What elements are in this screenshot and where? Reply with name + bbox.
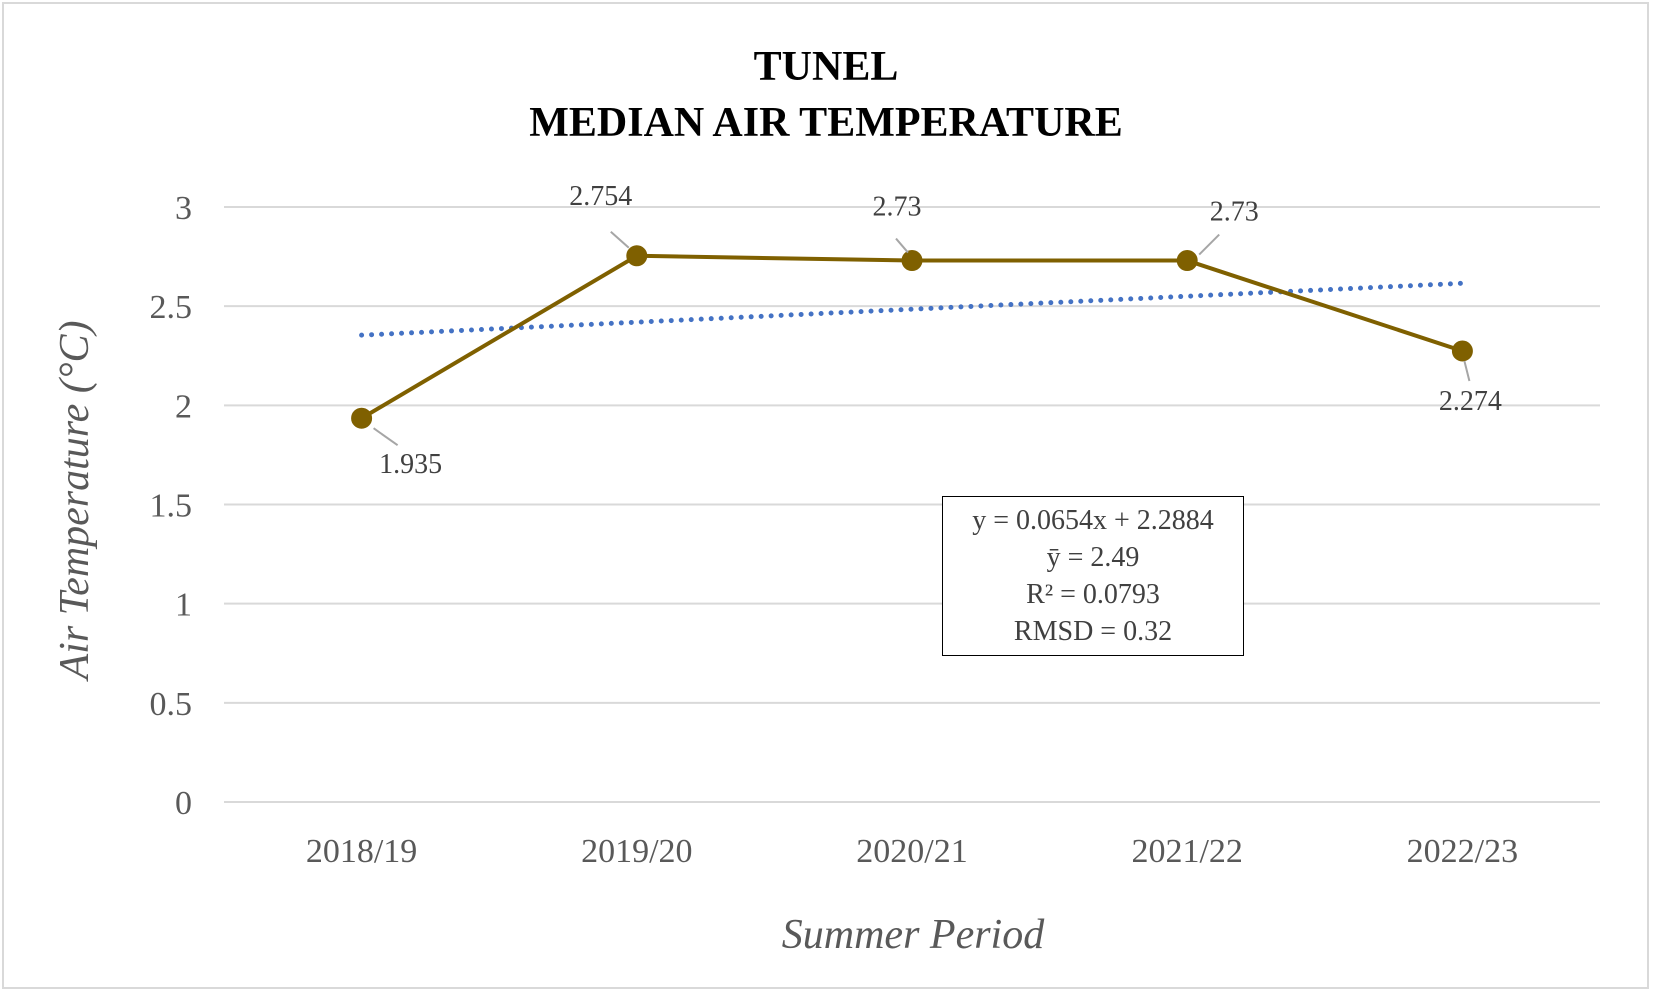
data-point-1 — [626, 245, 648, 267]
series-line — [351, 245, 1473, 429]
data-label-2: 2.73 — [873, 192, 922, 223]
mean-text: ȳ = 2.49 — [1046, 542, 1140, 573]
leader-line-1 — [610, 231, 630, 249]
y-tick-label-6: 3 — [175, 190, 192, 227]
y-tick-label-5: 2.5 — [150, 289, 193, 326]
series-line-path — [360, 253, 1464, 420]
data-label-leaders — [373, 231, 1471, 447]
x-tick-label-1: 2019/20 — [581, 833, 692, 870]
x-axis-ticks: 2018/19 2019/20 2020/21 2021/22 2022/23 — [306, 833, 1518, 870]
data-point-4 — [1451, 340, 1473, 362]
chart-title-line-2: MEDIAN AIR TEMPERATURE — [529, 100, 1123, 146]
trendline — [359, 280, 1465, 338]
data-label-1: 2.754 — [569, 181, 632, 212]
leader-line-0 — [373, 427, 399, 447]
r-squared-text: R² = 0.0793 — [1026, 579, 1160, 610]
y-tick-label-3: 1.5 — [150, 488, 193, 525]
data-label-0: 1.935 — [379, 449, 442, 480]
y-tick-label-0: 0 — [175, 785, 192, 822]
y-tick-label-2: 1 — [175, 587, 192, 624]
leader-line-2 — [895, 237, 909, 254]
y-tick-label-1: 0.5 — [150, 686, 193, 723]
gridlines — [224, 206, 1600, 803]
x-axis-title: Summer Period — [782, 912, 1045, 958]
data-label-4: 2.274 — [1439, 386, 1502, 417]
leader-line-4 — [1463, 360, 1471, 382]
regression-stats-box: y = 0.0654x + 2.2884 ȳ = 2.49 R² = 0.079… — [942, 496, 1244, 656]
data-label-3: 2.73 — [1210, 197, 1259, 228]
y-axis-title: Air Temperature (°C) — [52, 320, 98, 682]
data-point-0 — [351, 407, 373, 429]
trendline-path — [359, 280, 1465, 338]
equation-text: y = 0.0654x + 2.2884 — [972, 505, 1214, 536]
data-point-2 — [901, 250, 923, 272]
rmsd-text: RMSD = 0.32 — [1013, 616, 1173, 647]
leader-line-3 — [1198, 233, 1220, 256]
data-labels: 1.935 2.754 2.73 2.73 2.274 — [379, 181, 1502, 480]
y-tick-label-4: 2 — [175, 388, 192, 425]
x-tick-label-4: 2022/23 — [1407, 833, 1518, 870]
data-point-3 — [1176, 250, 1198, 272]
x-tick-label-3: 2021/22 — [1131, 833, 1242, 870]
x-tick-label-2: 2020/21 — [856, 833, 967, 870]
chart-title-line-1: TUNEL — [754, 44, 899, 90]
x-tick-label-0: 2018/19 — [306, 833, 417, 870]
y-axis-ticks: 0 0.5 1 1.5 2 2.5 3 — [150, 190, 193, 822]
